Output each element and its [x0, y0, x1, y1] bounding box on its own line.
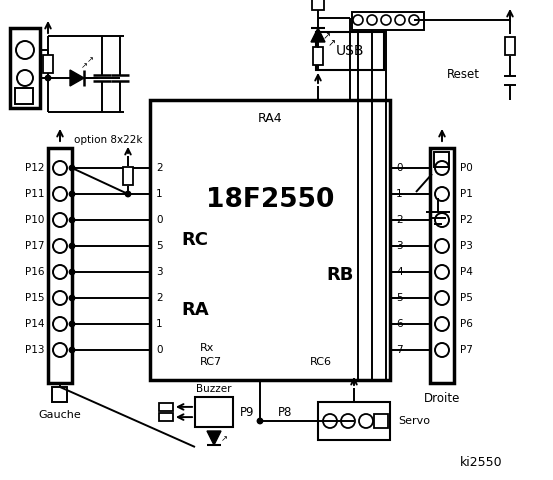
Text: 5: 5 [396, 293, 403, 303]
Bar [150, 100, 390, 380]
Text: ki2550: ki2550 [460, 456, 503, 468]
Text: Gauche: Gauche [39, 410, 81, 420]
Bar [43, 55, 53, 73]
Text: 2: 2 [156, 293, 163, 303]
Bar [159, 403, 173, 411]
Text: ↗: ↗ [323, 31, 331, 41]
Bar [52, 387, 67, 402]
Text: P14: P14 [24, 319, 44, 329]
Text: ↗: ↗ [86, 56, 93, 64]
Text: ↗: ↗ [221, 434, 227, 444]
Circle shape [45, 75, 50, 81]
Text: RC7: RC7 [200, 357, 222, 367]
Circle shape [70, 166, 75, 170]
Bar [195, 397, 233, 427]
Text: RC: RC [181, 231, 208, 249]
Text: option 8x22k: option 8x22k [74, 135, 142, 145]
Text: 18F2550: 18F2550 [206, 187, 334, 213]
Text: RA: RA [181, 301, 209, 319]
Circle shape [70, 243, 75, 249]
Text: 0: 0 [396, 163, 403, 173]
Text: 0: 0 [156, 215, 163, 225]
Circle shape [70, 269, 75, 275]
Text: P17: P17 [24, 241, 44, 251]
Text: P10: P10 [25, 215, 44, 225]
Text: P2: P2 [460, 215, 473, 225]
Bar [374, 414, 388, 428]
Text: Reset: Reset [447, 69, 480, 82]
Text: ↗: ↗ [81, 61, 87, 71]
Text: P8: P8 [278, 406, 292, 419]
Text: 7: 7 [396, 345, 403, 355]
Bar [352, 12, 424, 30]
Text: P9: P9 [240, 406, 254, 419]
Text: ↗: ↗ [328, 38, 336, 48]
Bar [318, 402, 390, 440]
Text: 1: 1 [156, 189, 163, 199]
Circle shape [70, 217, 75, 223]
Bar [15, 88, 33, 104]
Circle shape [70, 296, 75, 300]
Text: 1: 1 [156, 319, 163, 329]
Polygon shape [207, 431, 221, 445]
Text: Droite: Droite [424, 393, 460, 406]
Text: 3: 3 [396, 241, 403, 251]
Bar [123, 167, 133, 185]
Text: RB: RB [326, 266, 354, 284]
Bar [10, 28, 40, 108]
Text: USB: USB [336, 44, 364, 58]
Text: P6: P6 [460, 319, 473, 329]
Bar [505, 37, 515, 55]
Bar [159, 413, 173, 421]
Circle shape [70, 322, 75, 326]
Text: P16: P16 [24, 267, 44, 277]
Text: 0: 0 [156, 345, 163, 355]
Text: Servo: Servo [398, 416, 430, 426]
Circle shape [70, 348, 75, 352]
Bar [312, 0, 324, 10]
Text: RA4: RA4 [258, 111, 283, 124]
Text: P5: P5 [460, 293, 473, 303]
Text: P12: P12 [24, 163, 44, 173]
Bar [434, 152, 449, 167]
Text: P1: P1 [460, 189, 473, 199]
Text: P7: P7 [460, 345, 473, 355]
Text: 6: 6 [396, 319, 403, 329]
Text: 3: 3 [156, 267, 163, 277]
Text: 2: 2 [156, 163, 163, 173]
Text: Buzzer: Buzzer [196, 384, 232, 394]
Text: P4: P4 [460, 267, 473, 277]
Circle shape [70, 192, 75, 196]
Text: Rx: Rx [200, 343, 215, 353]
Text: P11: P11 [24, 189, 44, 199]
Polygon shape [311, 28, 325, 42]
Bar [313, 47, 323, 65]
Text: P3: P3 [460, 241, 473, 251]
Polygon shape [70, 70, 84, 86]
Circle shape [126, 192, 131, 196]
Text: 5: 5 [156, 241, 163, 251]
Text: 4: 4 [396, 267, 403, 277]
Text: P15: P15 [24, 293, 44, 303]
Bar [430, 148, 454, 383]
Text: P13: P13 [24, 345, 44, 355]
Text: P0: P0 [460, 163, 473, 173]
Bar [316, 32, 384, 70]
Bar [48, 148, 72, 383]
Text: 1: 1 [396, 189, 403, 199]
Circle shape [258, 419, 263, 423]
Text: 2: 2 [396, 215, 403, 225]
Text: RC6: RC6 [310, 357, 332, 367]
